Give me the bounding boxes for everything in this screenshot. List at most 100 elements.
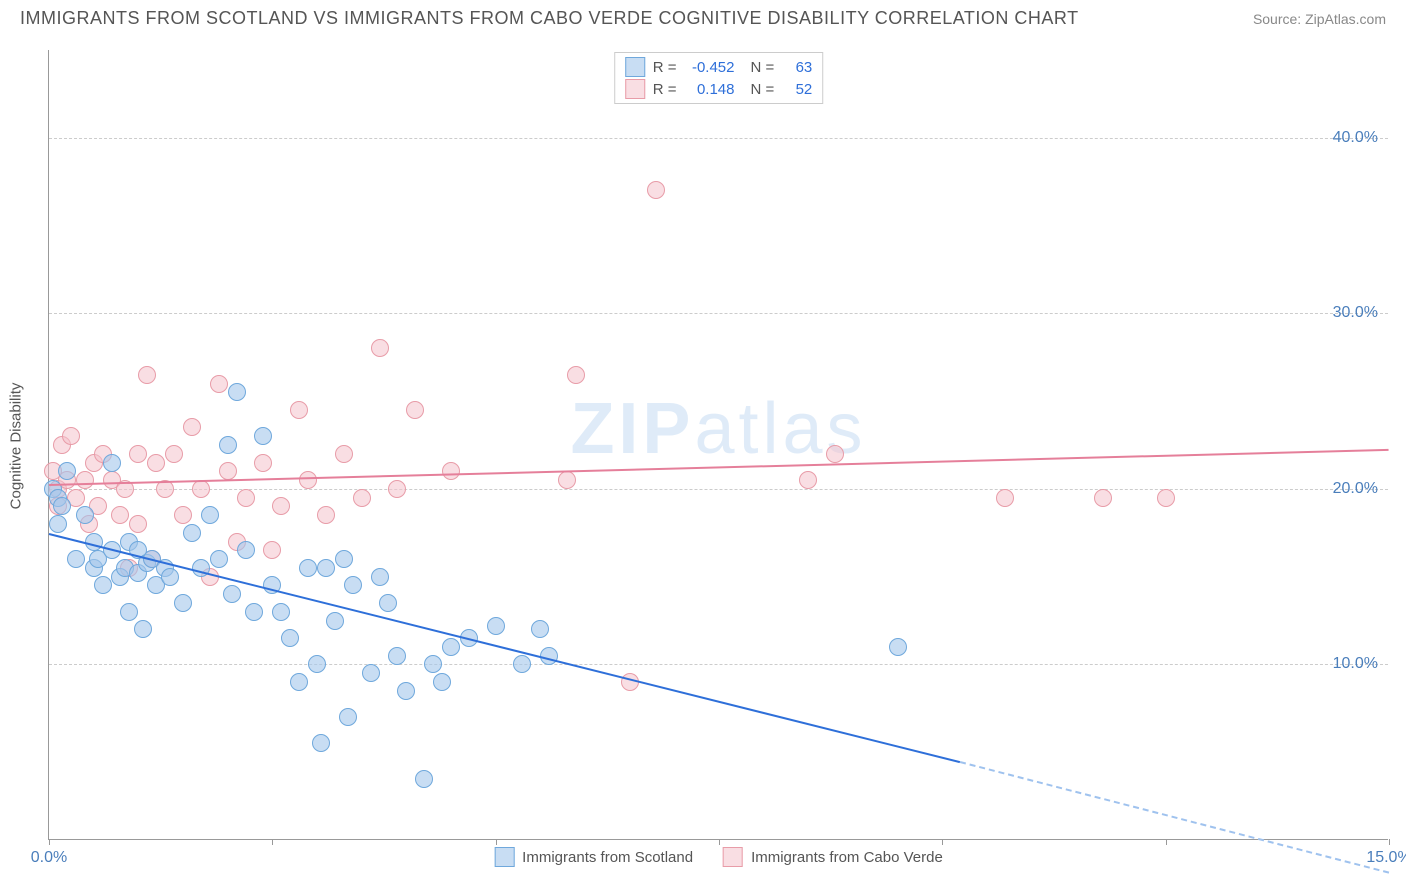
- data-point: [138, 366, 156, 384]
- data-point: [165, 445, 183, 463]
- data-point: [371, 568, 389, 586]
- data-point: [317, 559, 335, 577]
- data-point: [210, 375, 228, 393]
- x-tick-mark: [1166, 839, 1167, 845]
- data-point: [889, 638, 907, 656]
- legend-series-item: Immigrants from Cabo Verde: [723, 847, 943, 867]
- legend-correlation-row: R = -0.452 N = 63: [625, 57, 813, 77]
- data-point: [531, 620, 549, 638]
- legend-r-label: R =: [653, 59, 677, 76]
- data-point: [129, 445, 147, 463]
- data-point: [53, 497, 71, 515]
- data-point: [223, 585, 241, 603]
- data-point: [424, 655, 442, 673]
- gridline: [49, 138, 1388, 139]
- data-point: [339, 708, 357, 726]
- legend-n-label: N =: [751, 59, 775, 76]
- data-point: [281, 629, 299, 647]
- data-point: [826, 445, 844, 463]
- legend-n-label: N =: [751, 81, 775, 98]
- data-point: [254, 454, 272, 472]
- data-point: [299, 471, 317, 489]
- legend-series-item: Immigrants from Scotland: [494, 847, 693, 867]
- data-point: [192, 480, 210, 498]
- legend-correlation-row: R = 0.148 N = 52: [625, 79, 813, 99]
- data-point: [406, 401, 424, 419]
- data-point: [58, 462, 76, 480]
- legend-swatch: [625, 57, 645, 77]
- data-point: [219, 462, 237, 480]
- legend-r-value: -0.452: [685, 59, 735, 76]
- data-point: [442, 638, 460, 656]
- x-tick-mark: [1389, 839, 1390, 845]
- gridline: [49, 664, 1388, 665]
- data-point: [103, 454, 121, 472]
- data-point: [371, 339, 389, 357]
- x-tick-label: 0.0%: [31, 849, 67, 867]
- watermark: ZIPatlas: [570, 388, 866, 470]
- data-point: [76, 471, 94, 489]
- data-point: [290, 673, 308, 691]
- chart-title: IMMIGRANTS FROM SCOTLAND VS IMMIGRANTS F…: [20, 8, 1079, 29]
- data-point: [326, 612, 344, 630]
- data-point: [996, 489, 1014, 507]
- data-point: [290, 401, 308, 419]
- data-point: [353, 489, 371, 507]
- x-tick-mark: [49, 839, 50, 845]
- data-point: [174, 506, 192, 524]
- data-point: [442, 462, 460, 480]
- data-point: [76, 506, 94, 524]
- gridline: [49, 313, 1388, 314]
- data-point: [201, 506, 219, 524]
- legend-n-value: 52: [782, 81, 812, 98]
- data-point: [344, 576, 362, 594]
- data-point: [335, 445, 353, 463]
- data-point: [111, 506, 129, 524]
- legend-series-label: Immigrants from Scotland: [522, 849, 693, 866]
- legend-correlation: R = -0.452 N = 63 R = 0.148 N = 52: [614, 52, 824, 104]
- data-point: [210, 550, 228, 568]
- data-point: [299, 559, 317, 577]
- trend-line: [960, 761, 1389, 874]
- data-point: [397, 682, 415, 700]
- data-point: [362, 664, 380, 682]
- data-point: [379, 594, 397, 612]
- data-point: [219, 436, 237, 454]
- x-tick-label: 15.0%: [1366, 849, 1406, 867]
- data-point: [388, 647, 406, 665]
- data-point: [263, 541, 281, 559]
- trend-line: [49, 448, 1389, 485]
- x-tick-mark: [496, 839, 497, 845]
- data-point: [308, 655, 326, 673]
- legend-r-value: 0.148: [685, 81, 735, 98]
- data-point: [487, 617, 505, 635]
- legend-series: Immigrants from Scotland Immigrants from …: [494, 847, 943, 867]
- data-point: [558, 471, 576, 489]
- y-tick-label: 30.0%: [1333, 304, 1378, 322]
- data-point: [183, 418, 201, 436]
- data-point: [161, 568, 179, 586]
- data-point: [1094, 489, 1112, 507]
- data-point: [254, 427, 272, 445]
- y-tick-label: 20.0%: [1333, 480, 1378, 498]
- x-tick-mark: [272, 839, 273, 845]
- data-point: [237, 489, 255, 507]
- x-tick-mark: [942, 839, 943, 845]
- data-point: [49, 515, 67, 533]
- legend-series-label: Immigrants from Cabo Verde: [751, 849, 943, 866]
- y-tick-label: 10.0%: [1333, 655, 1378, 673]
- data-point: [174, 594, 192, 612]
- chart-plot-area: ZIPatlas R =-0.452N =63R =0.148N =52 Imm…: [48, 50, 1388, 840]
- legend-r-label: R =: [653, 81, 677, 98]
- data-point: [1157, 489, 1175, 507]
- data-point: [388, 480, 406, 498]
- data-point: [62, 427, 80, 445]
- y-axis-label: Cognitive Disability: [8, 383, 25, 510]
- data-point: [647, 181, 665, 199]
- x-tick-mark: [719, 839, 720, 845]
- data-point: [317, 506, 335, 524]
- data-point: [272, 497, 290, 515]
- legend-swatch: [625, 79, 645, 99]
- data-point: [94, 576, 112, 594]
- legend-n-value: 63: [782, 59, 812, 76]
